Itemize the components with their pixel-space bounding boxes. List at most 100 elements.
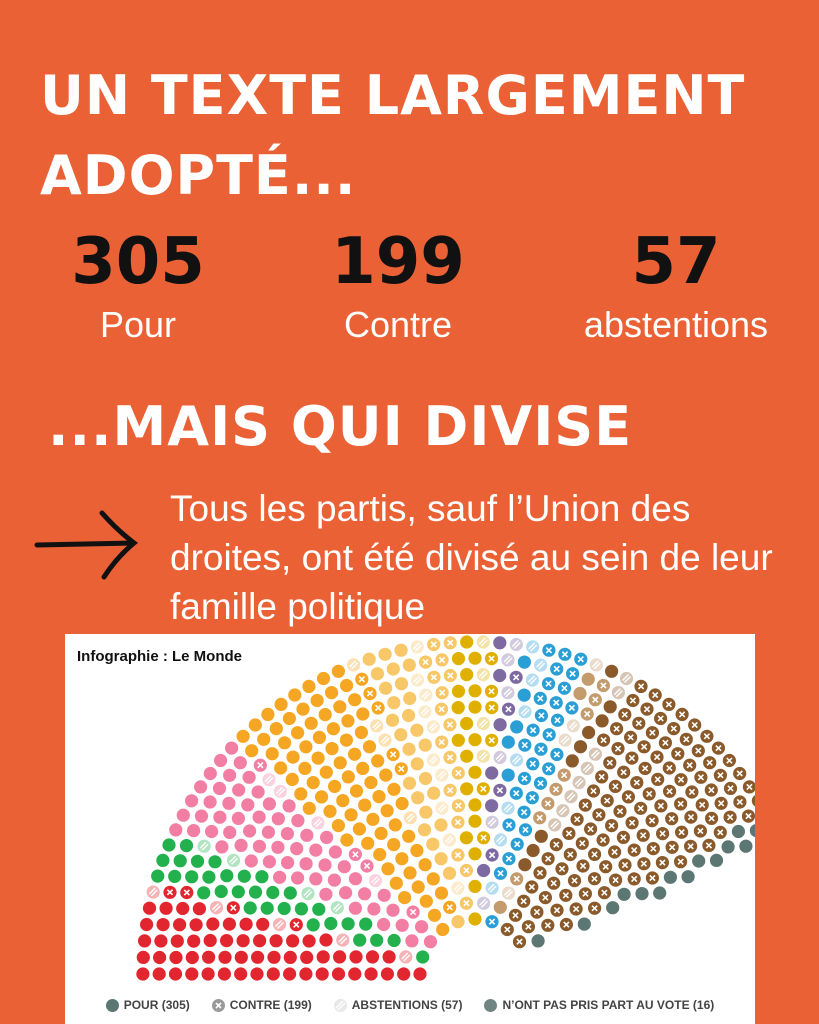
seat-pour — [359, 917, 373, 931]
seat-contre-cross — [649, 729, 656, 736]
seat-contre-cross — [553, 841, 560, 848]
seat-contre-cross — [620, 834, 627, 841]
seat-absent — [721, 840, 735, 854]
seat-contre-cross — [525, 923, 532, 930]
seat-pour — [356, 707, 370, 721]
seat-contre-cross — [573, 816, 581, 823]
seat-contre-cross — [455, 802, 462, 809]
seat-contre-cross — [602, 863, 609, 870]
seat-pour — [377, 917, 391, 932]
seat-abstention — [226, 853, 241, 867]
seat-abstention-hatch — [622, 673, 632, 683]
seat-pour — [395, 852, 409, 866]
seat-pour — [387, 838, 401, 852]
seat-contre-cross — [463, 900, 470, 907]
seat-pour — [380, 804, 394, 818]
seat-pour — [341, 770, 355, 784]
seat-contre-cross — [736, 770, 743, 777]
seat-contre-cross — [708, 786, 715, 794]
seat-abstention-hatch — [504, 888, 514, 898]
seat-pour — [243, 824, 257, 838]
seat-abstention — [493, 750, 507, 764]
seat-abstention-hatch — [437, 803, 447, 813]
stat-pour: 305 Pour — [18, 230, 258, 346]
seat-pour — [271, 840, 285, 854]
seat-contre-cross — [653, 753, 661, 761]
seat-abstention-hatch — [503, 655, 513, 665]
seat-contre-cross — [614, 745, 622, 752]
seat-absent — [692, 854, 706, 868]
seat-pour — [397, 967, 411, 981]
seat-pour — [310, 693, 324, 708]
seat-pour — [389, 876, 403, 890]
seat-contre-cross — [600, 736, 607, 744]
seat-absent — [663, 870, 678, 884]
seat-abstention — [501, 886, 516, 900]
legend-pour: POUR (305) — [105, 998, 190, 1012]
seat-abstention-hatch — [338, 935, 348, 945]
seat-contre-cross — [592, 696, 599, 703]
seat-contre-cross — [706, 759, 713, 766]
seat-pour — [231, 885, 245, 899]
seat-contre-cross — [621, 861, 629, 869]
seat-contre-cross — [628, 819, 636, 826]
chart-legend: POUR (305) CONTRE (199) ABSTENTIONS (57)… — [65, 998, 755, 1012]
seat-pour — [192, 902, 206, 916]
seat-abstention — [477, 896, 491, 910]
seat-contre-cross — [677, 800, 684, 808]
seat-pour — [413, 967, 427, 981]
seat-pour — [283, 967, 297, 981]
seat-pour — [372, 790, 386, 804]
seat-pour — [187, 934, 201, 948]
seat-contre-cross — [553, 907, 561, 914]
seat-contre-cross — [488, 851, 496, 859]
seat-pour — [510, 720, 524, 734]
seat-contre-cross — [430, 641, 437, 648]
seat-abstention-hatch — [487, 883, 497, 893]
seat-pour — [153, 950, 167, 965]
seat-pour — [336, 794, 350, 808]
seat-pour — [185, 794, 199, 808]
seat-pour — [309, 843, 323, 857]
seat-contre-cross — [695, 747, 702, 754]
seat-pour — [302, 934, 316, 948]
seat-absent — [731, 824, 746, 839]
seat-abstention-hatch — [349, 660, 359, 670]
seat-abstention-hatch — [405, 813, 415, 823]
seat-abstention-hatch — [199, 841, 209, 851]
seat-pour — [152, 967, 166, 981]
seat-contre-cross — [608, 822, 615, 829]
seat-pour — [485, 799, 499, 813]
seat-pour — [423, 935, 438, 949]
seat-pour — [304, 716, 318, 730]
seat-pour — [253, 934, 267, 948]
seat-abstention — [476, 635, 490, 649]
seat-pour — [501, 768, 515, 782]
seat-pour — [324, 916, 338, 931]
seat-pour — [288, 688, 302, 702]
seat-pour — [173, 854, 187, 868]
seat-contre-cross — [447, 639, 454, 646]
seat-contre-cross — [678, 711, 686, 718]
seat-contre-cross — [447, 672, 454, 679]
seat-contre-cross — [577, 656, 584, 663]
seat-abstention-hatch — [512, 755, 521, 765]
seat-pour — [269, 934, 283, 948]
seat-abstention-hatch — [429, 755, 438, 765]
seat-abstention — [566, 719, 580, 733]
seat-pour — [394, 643, 408, 657]
seat-pour — [451, 915, 465, 929]
seat-pour — [252, 839, 266, 853]
seat-abstention — [347, 658, 361, 672]
seat-abstention-hatch — [444, 835, 454, 845]
seat-pour — [517, 688, 531, 702]
seat-contre-cross — [488, 704, 495, 711]
seat-pour — [234, 838, 248, 852]
seat-pour — [142, 901, 157, 915]
seat-pour — [203, 766, 217, 781]
seat-abstention-hatch — [211, 903, 221, 913]
seat-contre-cross — [446, 787, 454, 794]
seat-contre-cross — [654, 776, 661, 783]
seat-pour — [581, 672, 595, 686]
seat-pour — [234, 967, 248, 981]
